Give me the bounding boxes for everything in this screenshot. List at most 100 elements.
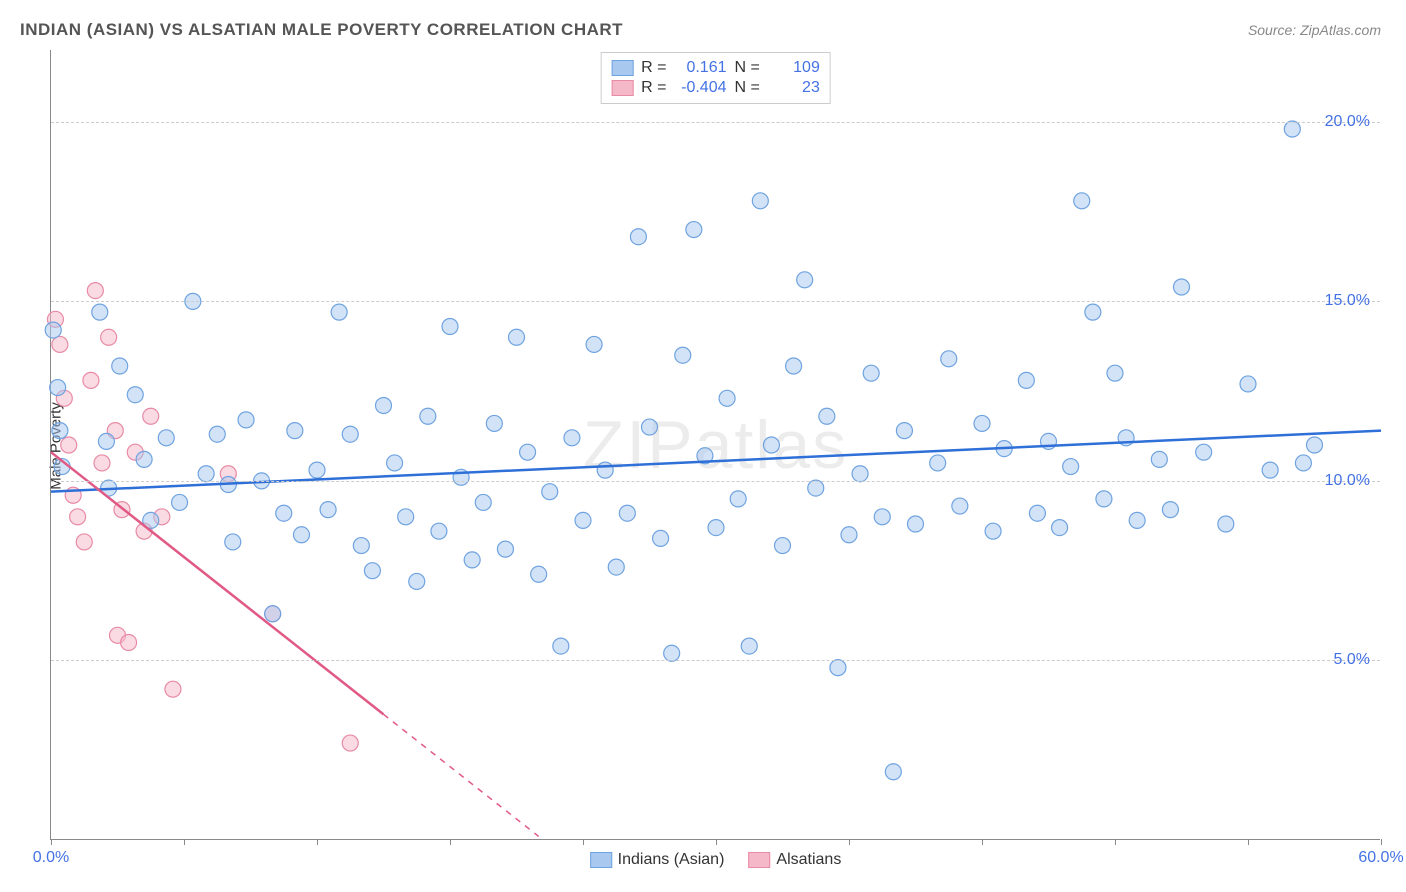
n-label: N =	[735, 59, 760, 77]
data-point	[619, 505, 635, 521]
data-point	[797, 272, 813, 288]
data-point	[364, 563, 380, 579]
bottom-legend: Indians (Asian) Alsatians	[590, 851, 842, 869]
data-point	[50, 380, 66, 396]
data-point	[1262, 462, 1278, 478]
stats-row-alsatians: R = -0.404 N = 23	[611, 79, 820, 97]
swatch-indians-icon	[611, 60, 633, 76]
stats-legend-box: R = 0.161 N = 109 R = -0.404 N = 23	[600, 52, 831, 104]
data-point	[686, 222, 702, 238]
data-point	[564, 430, 580, 446]
swatch-alsatians-icon	[611, 80, 633, 96]
data-point	[653, 530, 669, 546]
xtick	[716, 839, 717, 845]
data-point	[1218, 516, 1234, 532]
data-point	[553, 638, 569, 654]
data-point	[1129, 512, 1145, 528]
xtick-label: 0.0%	[33, 849, 69, 867]
n-value-indians: 109	[768, 59, 820, 77]
data-point	[1107, 365, 1123, 381]
data-point	[442, 319, 458, 335]
data-point	[675, 347, 691, 363]
data-point	[719, 390, 735, 406]
xtick	[450, 839, 451, 845]
data-point	[101, 329, 117, 345]
gridline	[51, 660, 1380, 661]
legend-item-alsatians: Alsatians	[748, 851, 841, 869]
data-point	[475, 494, 491, 510]
r-label: R =	[641, 79, 666, 97]
data-point	[331, 304, 347, 320]
data-point	[265, 606, 281, 622]
xtick-label: 60.0%	[1358, 849, 1403, 867]
data-point	[293, 527, 309, 543]
data-point	[198, 466, 214, 482]
data-point	[376, 398, 392, 414]
data-point	[45, 322, 61, 338]
data-point	[896, 423, 912, 439]
stats-row-indians: R = 0.161 N = 109	[611, 59, 820, 77]
data-point	[752, 193, 768, 209]
data-point	[575, 512, 591, 528]
legend-item-indians: Indians (Asian)	[590, 851, 725, 869]
data-point	[497, 541, 513, 557]
data-point	[52, 423, 68, 439]
data-point	[431, 523, 447, 539]
data-point	[775, 538, 791, 554]
data-point	[841, 527, 857, 543]
data-point	[763, 437, 779, 453]
data-point	[708, 520, 724, 536]
xtick	[849, 839, 850, 845]
data-point	[70, 509, 86, 525]
trend-line-extrapolated	[384, 714, 539, 836]
data-point	[76, 534, 92, 550]
data-point	[930, 455, 946, 471]
data-point	[1085, 304, 1101, 320]
xtick	[1381, 839, 1382, 845]
data-point	[786, 358, 802, 374]
legend-swatch-alsatians-icon	[748, 852, 770, 868]
data-point	[586, 336, 602, 352]
data-point	[885, 764, 901, 780]
data-point	[165, 681, 181, 697]
data-point	[420, 408, 436, 424]
data-point	[1074, 193, 1090, 209]
data-point	[121, 635, 137, 651]
data-point	[1240, 376, 1256, 392]
data-point	[608, 559, 624, 575]
data-point	[1196, 444, 1212, 460]
data-point	[952, 498, 968, 514]
chart-svg	[51, 50, 1380, 839]
data-point	[287, 423, 303, 439]
data-point	[819, 408, 835, 424]
data-point	[630, 229, 646, 245]
data-point	[52, 336, 68, 352]
data-point	[1307, 437, 1323, 453]
data-point	[309, 462, 325, 478]
data-point	[172, 494, 188, 510]
data-point	[1018, 372, 1034, 388]
data-point	[94, 455, 110, 471]
r-value-alsatians: -0.404	[675, 79, 727, 97]
data-point	[92, 304, 108, 320]
data-point	[1063, 459, 1079, 475]
data-point	[642, 419, 658, 435]
data-point	[1295, 455, 1311, 471]
data-point	[1029, 505, 1045, 521]
source-label: Source: ZipAtlas.com	[1248, 22, 1381, 38]
chart-title: INDIAN (ASIAN) VS ALSATIAN MALE POVERTY …	[20, 20, 623, 40]
data-point	[342, 426, 358, 442]
data-point	[83, 372, 99, 388]
data-point	[353, 538, 369, 554]
xtick	[317, 839, 318, 845]
legend-label-indians: Indians (Asian)	[618, 851, 725, 869]
gridline	[51, 122, 1380, 123]
trend-line	[51, 431, 1381, 492]
chart-container: INDIAN (ASIAN) VS ALSATIAN MALE POVERTY …	[0, 0, 1406, 892]
data-point	[409, 573, 425, 589]
trend-line	[51, 452, 384, 714]
data-point	[143, 408, 159, 424]
ytick-label: 15.0%	[1325, 292, 1370, 310]
data-point	[1162, 502, 1178, 518]
data-point	[98, 433, 114, 449]
